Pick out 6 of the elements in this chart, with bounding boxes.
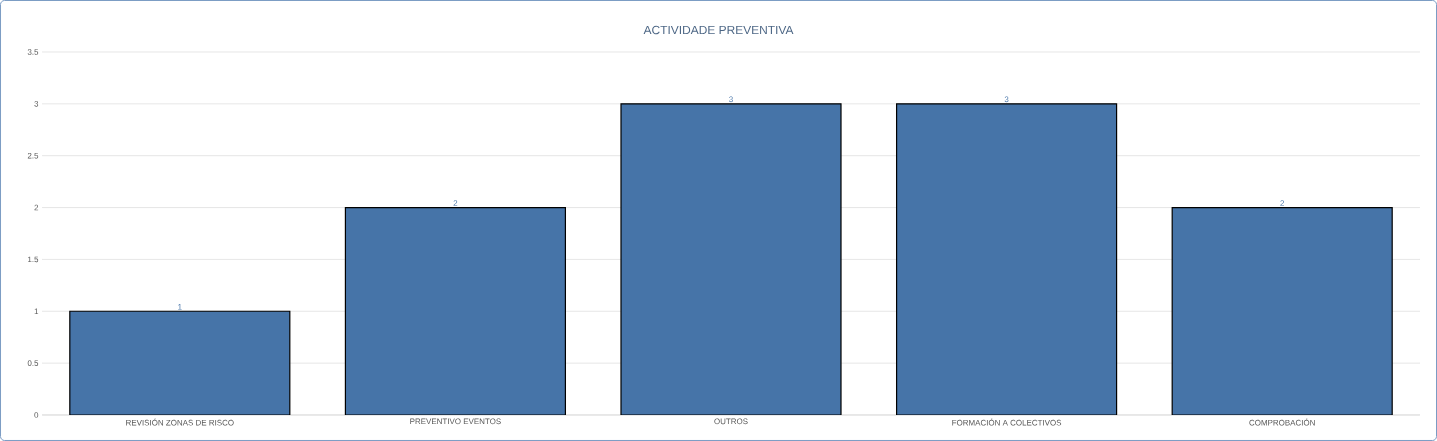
bar bbox=[620, 103, 842, 415]
chart-title: ACTIVIDADE PREVENTIVA bbox=[643, 25, 794, 35]
bar bbox=[1171, 206, 1393, 415]
bar bbox=[344, 206, 567, 415]
bar bbox=[895, 103, 1118, 415]
bar bbox=[69, 310, 291, 415]
